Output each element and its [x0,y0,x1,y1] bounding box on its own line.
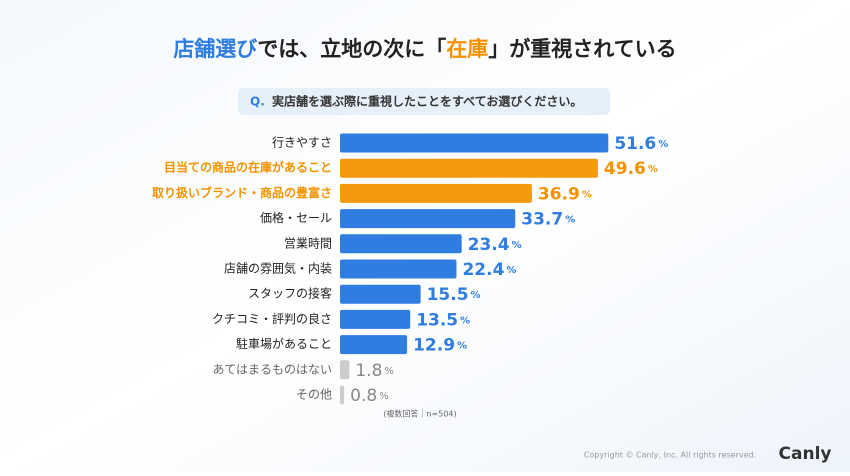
category-label: 目当ての商品の在庫があること [164,160,332,175]
value-label: 13.5% [416,310,470,330]
question-box [238,88,610,115]
value-label: 12.9% [413,336,467,356]
category-label: 取り扱いブランド・商品の豊富さ [152,185,332,200]
category-label: 行きやすさ [272,136,332,150]
question: 実店舗を選ぶ際に重視したことをすべてお選びください。 [272,94,582,109]
category-label: スタッフの接客 [248,286,332,301]
bar [340,284,421,304]
bar [340,335,408,355]
bar [340,385,345,405]
value-label: 15.5% [427,285,481,305]
title-part: 店舗選び [173,37,257,61]
value-label: 33.7% [521,210,575,230]
title-part: 在庫 [446,37,488,61]
chart-title: 店舗選びでは、立地の次に「在庫」が重視されている [173,37,676,61]
category-label: 価格・セール [260,210,332,225]
bar [340,259,457,279]
title-part: では、立地の次に「 [257,37,446,61]
category-label: 駐車場があること [236,336,332,351]
value-label: 0.8% [350,386,389,406]
note: (複数回答｜n=504) [383,409,456,419]
bar [340,183,532,203]
value-label: 1.8% [355,361,394,381]
bar [340,158,598,178]
bar [340,209,516,229]
bar [340,133,609,153]
bar [340,360,350,380]
category-label: 店舗の雰囲気・内装 [224,261,332,276]
bar [340,234,462,254]
category-label: その他 [296,388,332,402]
question-prefix: Q. [250,95,265,109]
value-label: 22.4% [462,260,516,280]
category-label: クチコミ・評判の良さ [212,311,332,326]
value-label: 51.6% [614,134,668,154]
title-part: 」が重視されている [488,37,676,61]
value-label: 36.9% [538,184,592,204]
value-label: 49.6% [604,159,658,179]
copyright: Copyright © Canly, Inc. All rights reser… [584,451,756,460]
category-label: あてはまるものはない [212,362,332,376]
value-label: 23.4% [468,235,522,255]
bar [340,309,411,329]
logo: Canly [779,444,832,464]
category-label: 営業時間 [284,236,332,250]
